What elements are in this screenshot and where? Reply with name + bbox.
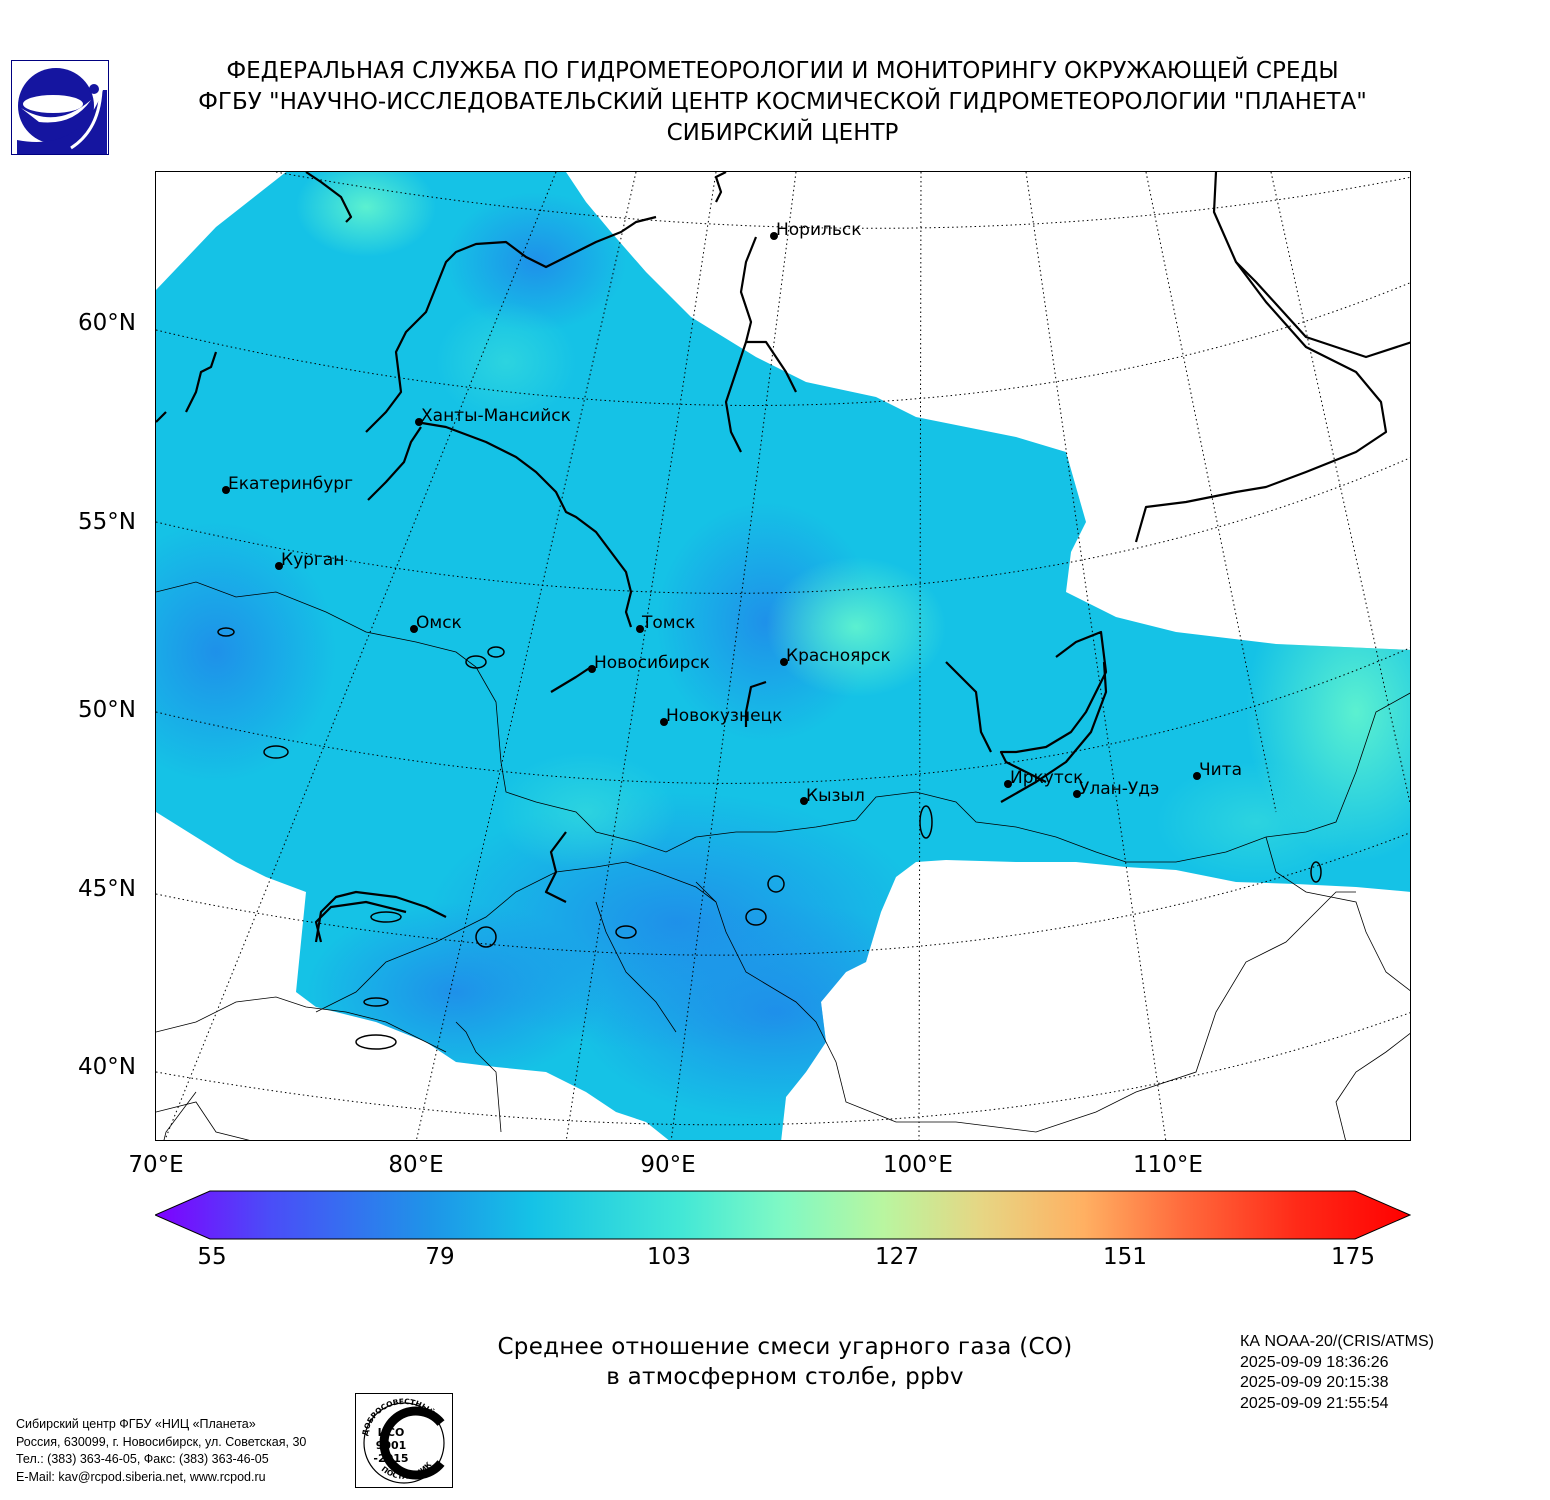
city-ulan-ude: Улан-Удэ <box>1073 779 1159 799</box>
lat-label-55: 55°N <box>78 509 136 535</box>
product-title: Среднее отношение смеси угарного газа (С… <box>360 1332 1210 1392</box>
colorbar-tick-151: 151 <box>1103 1244 1147 1270</box>
lon-label-70: 70°E <box>128 1152 184 1178</box>
product-title-line2: в атмосферном столбе, ppbv <box>606 1364 964 1390</box>
iso-badge-icon: ДОБРОСОВЕСТНЫЙ ПОСТАВЩИК ИСО 9001 -2015 <box>355 1393 453 1488</box>
city-kyzyl: Кызыл <box>800 786 865 806</box>
contact-org: Сибирский центр ФГБУ «НИЦ «Планета» <box>16 1417 256 1431</box>
colorbar-tick-175: 175 <box>1331 1244 1375 1270</box>
city-khanty-mansiysk: Ханты-Мансийск <box>415 406 571 426</box>
svg-text:Новокузнецк: Новокузнецк <box>666 706 782 726</box>
svg-text:Курган: Курган <box>281 550 344 570</box>
svg-text:-2015: -2015 <box>373 1452 408 1465</box>
pass-time: 2025-09-09 21:55:54 <box>1240 1394 1389 1412</box>
svg-text:Томск: Томск <box>641 613 695 633</box>
svg-text:Иркутск: Иркутск <box>1010 768 1083 788</box>
colorbar-tick-79: 79 <box>425 1244 455 1270</box>
contact-address: Россия, 630099, г. Новосибирск, ул. Сове… <box>16 1434 307 1449</box>
svg-text:Ханты-Мансийск: Ханты-Мансийск <box>421 406 571 426</box>
svg-text:Екатеринбург: Екатеринбург <box>228 474 353 494</box>
svg-text:ИСО: ИСО <box>378 1426 405 1439</box>
svg-text:9001: 9001 <box>376 1439 407 1452</box>
product-title-line1: Среднее отношение смеси угарного газа (С… <box>497 1334 1073 1360</box>
lat-label-40: 40°N <box>78 1054 136 1080</box>
meridian-grid <box>164 172 1410 1140</box>
lakes <box>217 627 1322 1050</box>
lat-label-60: 60°N <box>78 310 136 336</box>
city-tomsk: Томск <box>636 613 695 633</box>
satellite-name: КА NOAA-20/(CRIS/ATMS) <box>1240 1333 1434 1350</box>
svg-text:Новосибирск: Новосибирск <box>594 653 710 673</box>
city-kurgan: Курган <box>275 550 344 570</box>
borders <box>156 581 1410 1140</box>
map-svg: Норильск Ханты-Мансийск Екатеринбург Кур… <box>156 172 1410 1140</box>
colorbar-tick-103: 103 <box>647 1244 691 1270</box>
city-markers: Норильск Ханты-Мансийск Екатеринбург Кур… <box>222 220 1242 806</box>
svg-text:Кызыл: Кызыл <box>806 786 865 806</box>
contact-email: E-Mail: kav@rcpod.siberia.net, www.rcpod… <box>16 1469 266 1484</box>
colorbar <box>155 1190 1411 1240</box>
colorbar-tick-55: 55 <box>197 1244 227 1270</box>
city-chita: Чита <box>1193 760 1242 780</box>
contact-info: Сибирский центр ФГБУ «НИЦ «Планета» Росс… <box>16 1416 306 1486</box>
contact-phone: Тел.: (383) 363-46-05, Факс: (383) 363-4… <box>16 1452 269 1466</box>
lon-label-110: 110°E <box>1133 1152 1203 1178</box>
satellite-info: КА NOAA-20/(CRIS/ATMS) 2025-09-09 18:36:… <box>1240 1332 1434 1414</box>
svg-text:Чита: Чита <box>1199 760 1242 780</box>
city-novokuznetsk: Новокузнецк <box>660 706 782 726</box>
header-institute: ФГБУ "НАУЧНО-ИССЛЕДОВАТЕЛЬСКИЙ ЦЕНТР КОС… <box>198 89 1367 115</box>
header-center: СИБИРСКИЙ ЦЕНТР <box>666 120 899 146</box>
pass-time: 2025-09-09 18:36:26 <box>1240 1353 1389 1371</box>
rivers <box>156 172 1410 943</box>
lon-label-90: 90°E <box>640 1152 696 1178</box>
header-agency: ФЕДЕРАЛЬНАЯ СЛУЖБА ПО ГИДРОМЕТЕОРОЛОГИИ … <box>226 58 1339 84</box>
lat-label-50: 50°N <box>78 697 136 723</box>
pass-time: 2025-09-09 20:15:38 <box>1240 1374 1389 1391</box>
planeta-logo <box>11 60 109 155</box>
map-panel: Норильск Ханты-Мансийск Екатеринбург Кур… <box>155 171 1411 1141</box>
city-novosibirsk: Новосибирск <box>588 653 710 673</box>
city-yekaterinburg: Екатеринбург <box>222 474 353 494</box>
svg-text:Красноярск: Красноярск <box>786 646 891 666</box>
lon-label-80: 80°E <box>388 1152 444 1178</box>
svg-text:Норильск: Норильск <box>776 220 862 240</box>
svg-text:Омск: Омск <box>416 613 462 633</box>
colorbar-tick-127: 127 <box>875 1244 919 1270</box>
header: ФЕДЕРАЛЬНАЯ СЛУЖБА ПО ГИДРОМЕТЕОРОЛОГИИ … <box>150 56 1415 149</box>
city-omsk: Омск <box>410 613 462 633</box>
city-irkutsk: Иркутск <box>1004 768 1083 788</box>
city-norilsk: Норильск <box>770 220 862 240</box>
lon-label-100: 100°E <box>883 1152 953 1178</box>
lat-label-45: 45°N <box>78 876 136 902</box>
co-field <box>156 172 1410 1140</box>
svg-text:Улан-Удэ: Улан-Удэ <box>1079 779 1159 799</box>
parallel-grid <box>156 172 1410 1126</box>
city-krasnoyarsk: Красноярск <box>780 646 891 666</box>
